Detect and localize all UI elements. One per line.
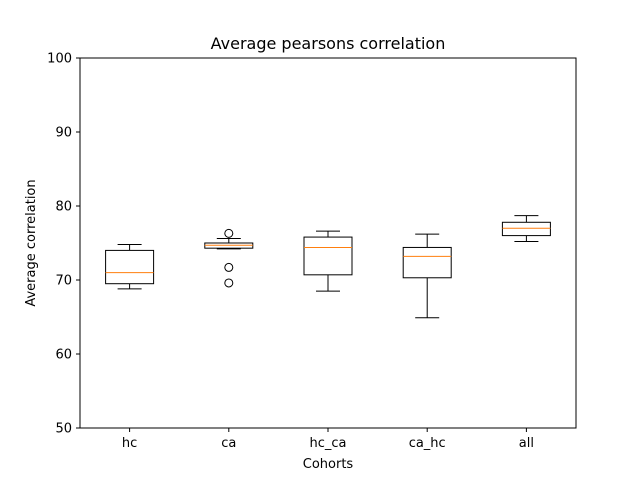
- outlier-point: [224, 278, 234, 288]
- x-tick-label: all: [519, 436, 534, 451]
- box-hc_ca: [303, 230, 353, 292]
- box-hc: [105, 243, 155, 290]
- box-ca: [204, 228, 254, 288]
- x-axis: hc ca hc_ca ca_hc all: [122, 428, 534, 451]
- boxes-group: [105, 215, 551, 319]
- box-iqr: [402, 246, 452, 279]
- y-tick-label: 90: [55, 126, 72, 141]
- x-axis-label: Cohorts: [303, 457, 354, 472]
- box-all: [501, 215, 551, 243]
- y-axis: 50 60 70 80 90 100: [47, 52, 80, 437]
- y-tick-label: 80: [55, 200, 72, 215]
- box-iqr: [501, 221, 551, 237]
- x-tick-label: ca_hc: [409, 436, 446, 451]
- x-tick-label: ca: [221, 436, 236, 451]
- y-tick-label: 50: [55, 422, 72, 437]
- x-tick-label: hc: [122, 436, 137, 451]
- box-ca_hc: [402, 233, 452, 319]
- y-tick-label: 70: [55, 274, 72, 289]
- y-tick-label: 60: [55, 348, 72, 363]
- plot-frame: [79, 57, 577, 429]
- y-tick-label: 100: [47, 52, 72, 67]
- chart-title: Average pearsons correlation: [211, 34, 446, 53]
- y-axis-label: Average correlation: [24, 179, 39, 306]
- outlier-point: [224, 262, 234, 272]
- box-iqr: [303, 236, 353, 276]
- x-tick-label: hc_ca: [309, 436, 346, 451]
- box-iqr: [105, 249, 155, 285]
- outlier-point: [224, 228, 234, 238]
